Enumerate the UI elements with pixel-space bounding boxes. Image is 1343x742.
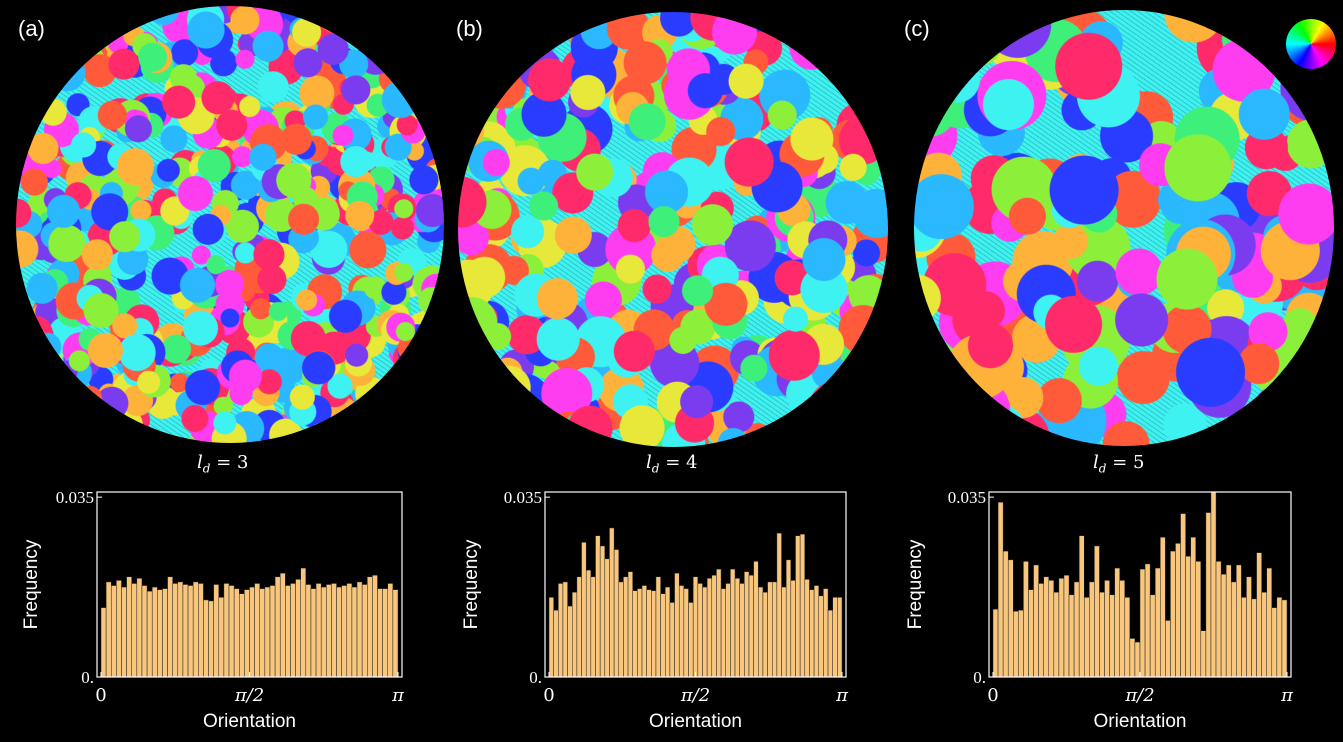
histogram-bar	[249, 586, 255, 678]
y-tick-label: 0.	[81, 668, 94, 687]
histogram-bar	[162, 588, 168, 678]
histogram-bar	[100, 607, 107, 678]
panel-label-b: (b)	[456, 16, 483, 41]
histogram-bar	[116, 580, 122, 678]
histogram-bar	[218, 597, 225, 678]
histogram-bar	[305, 584, 312, 678]
histogram-bar	[336, 586, 342, 678]
panel-label-a: (a)	[18, 16, 45, 41]
ld-label-b: ld = 4	[646, 452, 697, 476]
histogram-bar	[228, 585, 235, 678]
y-axis-label: Frequency	[21, 539, 42, 629]
histogram-bar	[331, 583, 337, 678]
histogram-bar	[279, 572, 286, 678]
histogram-bar	[326, 584, 332, 678]
histogram-bar	[192, 581, 199, 678]
ld-symbol: l	[197, 452, 203, 473]
histogram-bar	[141, 585, 148, 678]
histogram-bar	[198, 583, 204, 678]
x-tick-label: π	[391, 685, 405, 706]
ld-value: = 5	[1112, 452, 1145, 473]
histogram-bar	[177, 581, 184, 678]
histogram-bar	[274, 576, 281, 678]
histogram-bar	[126, 576, 132, 678]
histogram-bar	[151, 586, 158, 678]
orientation-color-wheel-icon	[1286, 19, 1336, 69]
histogram-bar	[264, 586, 271, 678]
ld-label-a: ld = 3	[197, 452, 248, 476]
x-tick-label: 0	[95, 685, 106, 706]
ld-value: = 4	[665, 452, 698, 473]
histogram-bar	[351, 586, 358, 678]
histogram-bar	[367, 576, 373, 678]
histogram-bar	[300, 567, 307, 678]
histogram-bar	[320, 586, 327, 678]
histogram-bar	[146, 590, 153, 678]
histogram-bar	[269, 585, 276, 678]
histogram-bar	[121, 586, 127, 678]
histogram-bar	[233, 588, 240, 678]
histogram-bar	[203, 599, 209, 678]
histogram-bar	[290, 583, 296, 678]
histogram-bar	[361, 584, 368, 678]
histogram-bar	[382, 588, 389, 678]
simulation-disk-c	[914, 10, 1334, 446]
simulation-disk-b	[458, 12, 888, 447]
histogram-bar	[208, 600, 214, 678]
histogram-bar	[315, 583, 322, 678]
histogram-bar	[346, 583, 353, 678]
histogram-bar	[136, 578, 143, 678]
histogram-bar	[310, 588, 317, 678]
ld-label-c: ld = 5	[1093, 452, 1144, 476]
histogram-bar	[244, 589, 250, 678]
y-tick-label: 0.035	[56, 488, 94, 507]
histogram-bar	[387, 583, 394, 678]
x-axis-label: Orientation	[203, 711, 296, 732]
histogram-bar	[259, 588, 266, 678]
histogram-bar	[377, 588, 383, 678]
histogram-bar	[285, 585, 291, 678]
histogram-bar	[223, 583, 230, 678]
histogram-bar	[213, 584, 220, 678]
histogram-bar	[295, 579, 301, 678]
histogram-bar	[172, 583, 179, 678]
ld-subscript: d	[202, 461, 211, 476]
histogram-bar	[254, 583, 260, 678]
panel-label-c: (c)	[904, 16, 930, 41]
ld-symbol: l	[646, 452, 652, 473]
ld-subscript: d	[651, 461, 660, 476]
histogram-bar	[239, 593, 245, 678]
simulation-disk-a	[16, 6, 444, 443]
histogram-bar	[182, 584, 189, 678]
histogram-bar	[105, 581, 112, 678]
histogram-bar	[131, 583, 138, 678]
histogram-bar	[356, 581, 363, 678]
ld-subscript: d	[1098, 461, 1107, 476]
ld-value: = 3	[216, 452, 249, 473]
ld-symbol: l	[1093, 452, 1099, 473]
histogram-bar	[110, 585, 117, 678]
x-tick-label: π/2	[234, 685, 264, 706]
histogram-bar	[187, 585, 194, 678]
histogram-bar	[157, 589, 163, 678]
histogram-bar	[167, 576, 173, 678]
histogram-bar	[392, 589, 399, 678]
histogram-bar	[372, 575, 378, 678]
histogram-bar	[341, 585, 348, 678]
